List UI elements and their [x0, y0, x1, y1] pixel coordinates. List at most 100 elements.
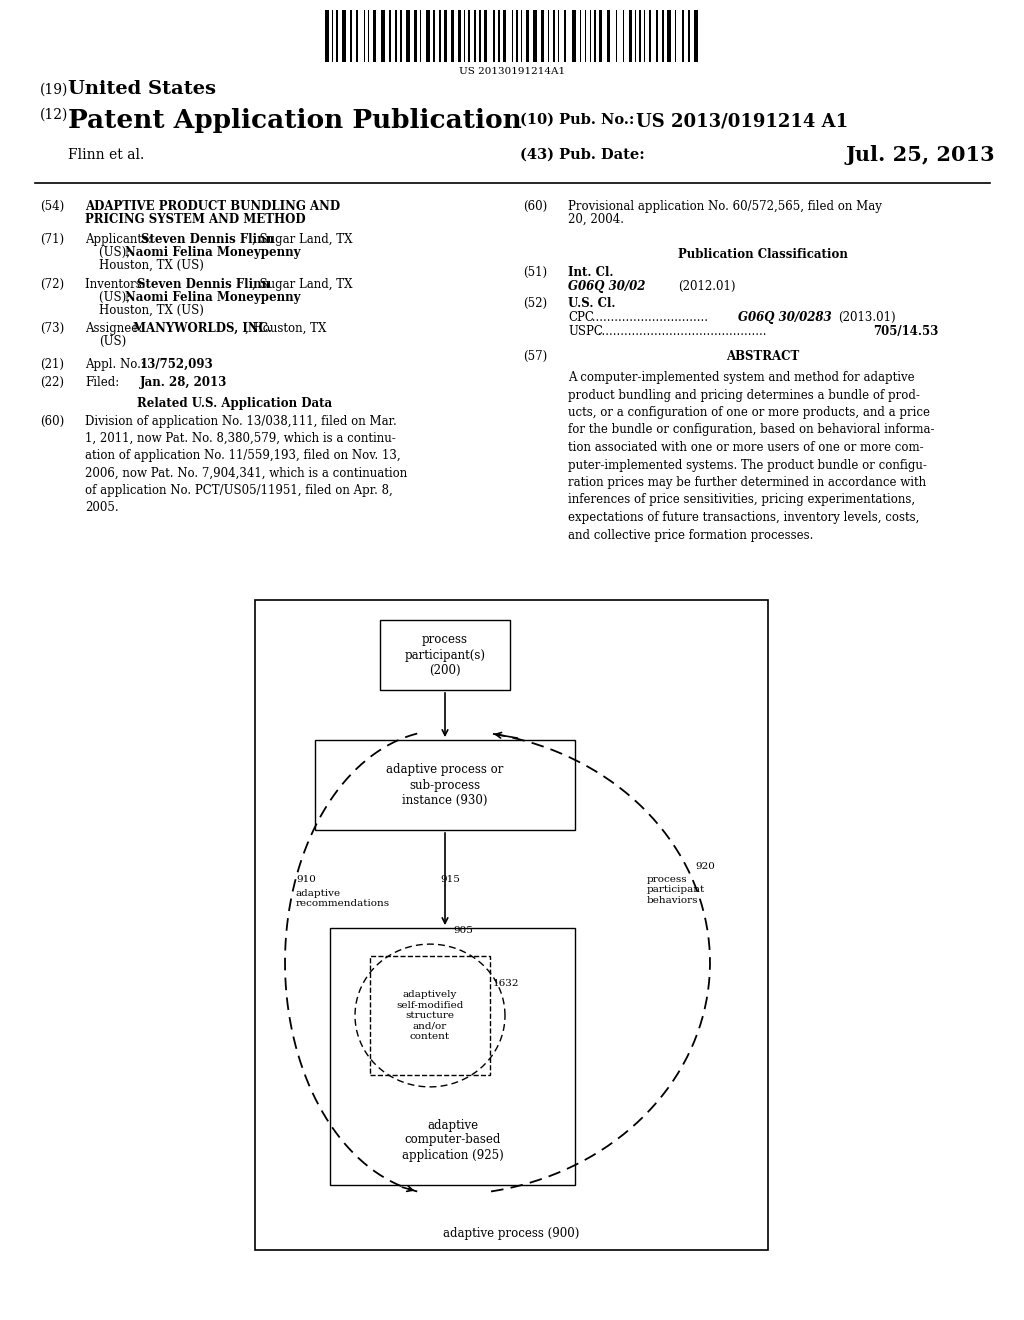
Text: (54): (54) — [40, 201, 65, 213]
Text: 905: 905 — [453, 927, 473, 935]
Text: U.S. Cl.: U.S. Cl. — [568, 297, 615, 310]
Bar — [474, 11, 476, 62]
Text: (10) Pub. No.:: (10) Pub. No.: — [520, 114, 635, 127]
Text: Jan. 28, 2013: Jan. 28, 2013 — [140, 376, 227, 389]
Text: Naomi Felina Moneypenny: Naomi Felina Moneypenny — [125, 290, 300, 304]
Bar — [406, 11, 410, 62]
Text: Publication Classification: Publication Classification — [678, 248, 848, 261]
Text: (2013.01): (2013.01) — [838, 312, 896, 323]
Text: Jul. 25, 2013: Jul. 25, 2013 — [846, 145, 995, 165]
Text: US 2013/0191214 A1: US 2013/0191214 A1 — [636, 114, 848, 131]
Bar — [451, 11, 454, 62]
Text: , Sugar Land, TX: , Sugar Land, TX — [252, 279, 352, 290]
Text: 910: 910 — [296, 875, 315, 884]
Text: 705/14.53: 705/14.53 — [873, 325, 938, 338]
Bar — [553, 11, 555, 62]
Text: (51): (51) — [523, 267, 547, 279]
Bar — [594, 11, 596, 62]
Text: Flinn et al.: Flinn et al. — [68, 148, 144, 162]
Bar — [564, 11, 566, 62]
Text: (US);: (US); — [99, 246, 134, 259]
Bar — [414, 11, 417, 62]
Text: , Houston, TX: , Houston, TX — [245, 322, 327, 335]
Text: 13/752,093: 13/752,093 — [140, 358, 214, 371]
Bar — [373, 11, 376, 62]
Bar — [395, 11, 397, 62]
Bar — [639, 11, 641, 62]
Text: process
participant(s)
(200): process participant(s) (200) — [404, 634, 485, 676]
Bar — [694, 11, 698, 62]
Text: 20, 2004.: 20, 2004. — [568, 213, 624, 226]
Bar — [541, 11, 544, 62]
Bar — [503, 11, 506, 62]
Text: G06Q 30/0283: G06Q 30/0283 — [738, 312, 831, 323]
Text: PRICING SYSTEM AND METHOD: PRICING SYSTEM AND METHOD — [85, 213, 305, 226]
Bar — [342, 11, 346, 62]
Text: Naomi Felina Moneypenny: Naomi Felina Moneypenny — [125, 246, 300, 259]
Bar — [433, 11, 435, 62]
Bar — [370, 956, 490, 1074]
Text: Inventors:: Inventors: — [85, 279, 150, 290]
Text: Appl. No.:: Appl. No.: — [85, 358, 148, 371]
Text: 1632: 1632 — [493, 978, 519, 987]
Text: (60): (60) — [523, 201, 547, 213]
Bar — [498, 11, 500, 62]
Text: 915: 915 — [440, 875, 460, 884]
Bar — [662, 11, 664, 62]
Bar — [607, 11, 610, 62]
Text: (52): (52) — [523, 297, 547, 310]
Text: Provisional application No. 60/572,565, filed on May: Provisional application No. 60/572,565, … — [568, 201, 882, 213]
Text: Applicants:: Applicants: — [85, 234, 152, 246]
Text: (12): (12) — [40, 108, 69, 121]
Text: (57): (57) — [523, 350, 547, 363]
Bar — [534, 11, 537, 62]
Text: (22): (22) — [40, 376, 63, 389]
Bar — [516, 11, 518, 62]
Bar — [400, 11, 402, 62]
Text: Int. Cl.: Int. Cl. — [568, 267, 613, 279]
Text: adaptive process or
sub-process
instance (930): adaptive process or sub-process instance… — [386, 763, 504, 807]
Text: (60): (60) — [40, 414, 65, 428]
Text: process
participant
behaviors: process participant behaviors — [647, 875, 706, 904]
Text: (43) Pub. Date:: (43) Pub. Date: — [520, 148, 645, 162]
Text: (71): (71) — [40, 234, 65, 246]
Text: 920: 920 — [695, 862, 715, 871]
Text: Filed:: Filed: — [85, 376, 119, 389]
Text: Houston, TX (US): Houston, TX (US) — [99, 259, 204, 272]
Bar — [381, 11, 385, 62]
Bar — [444, 11, 447, 62]
Text: Patent Application Publication: Patent Application Publication — [68, 108, 522, 133]
Bar — [380, 620, 510, 690]
Bar — [484, 11, 487, 62]
Bar — [688, 11, 690, 62]
Text: adaptive
computer-based
application (925): adaptive computer-based application (925… — [401, 1118, 504, 1162]
Text: Related U.S. Application Data: Related U.S. Application Data — [137, 397, 333, 411]
Text: Steven Dennis Flinn: Steven Dennis Flinn — [137, 279, 270, 290]
Bar — [325, 11, 329, 62]
Text: ...............................: ............................... — [588, 312, 708, 323]
Text: .............................................: ........................................… — [594, 325, 767, 338]
Bar — [629, 11, 632, 62]
Text: USPC: USPC — [568, 325, 603, 338]
Bar — [356, 11, 358, 62]
Text: Division of application No. 13/038,111, filed on Mar.
1, 2011, now Pat. No. 8,38: Division of application No. 13/038,111, … — [85, 414, 408, 513]
Bar — [389, 11, 391, 62]
Bar — [649, 11, 651, 62]
Text: A computer-implemented system and method for adaptive
product bundling and prici: A computer-implemented system and method… — [568, 371, 935, 541]
Text: Houston, TX (US): Houston, TX (US) — [99, 304, 204, 317]
Bar — [479, 11, 481, 62]
Bar — [468, 11, 470, 62]
Bar — [656, 11, 658, 62]
Bar — [426, 11, 430, 62]
Text: , Sugar Land, TX: , Sugar Land, TX — [252, 234, 352, 246]
Bar — [315, 741, 575, 830]
Bar — [255, 601, 768, 1250]
Text: (73): (73) — [40, 322, 65, 335]
Text: ADAPTIVE PRODUCT BUNDLING AND: ADAPTIVE PRODUCT BUNDLING AND — [85, 201, 340, 213]
Bar — [526, 11, 529, 62]
Bar — [667, 11, 671, 62]
Text: ABSTRACT: ABSTRACT — [726, 350, 800, 363]
Text: (2012.01): (2012.01) — [678, 280, 735, 293]
Bar — [336, 11, 338, 62]
Bar — [572, 11, 575, 62]
